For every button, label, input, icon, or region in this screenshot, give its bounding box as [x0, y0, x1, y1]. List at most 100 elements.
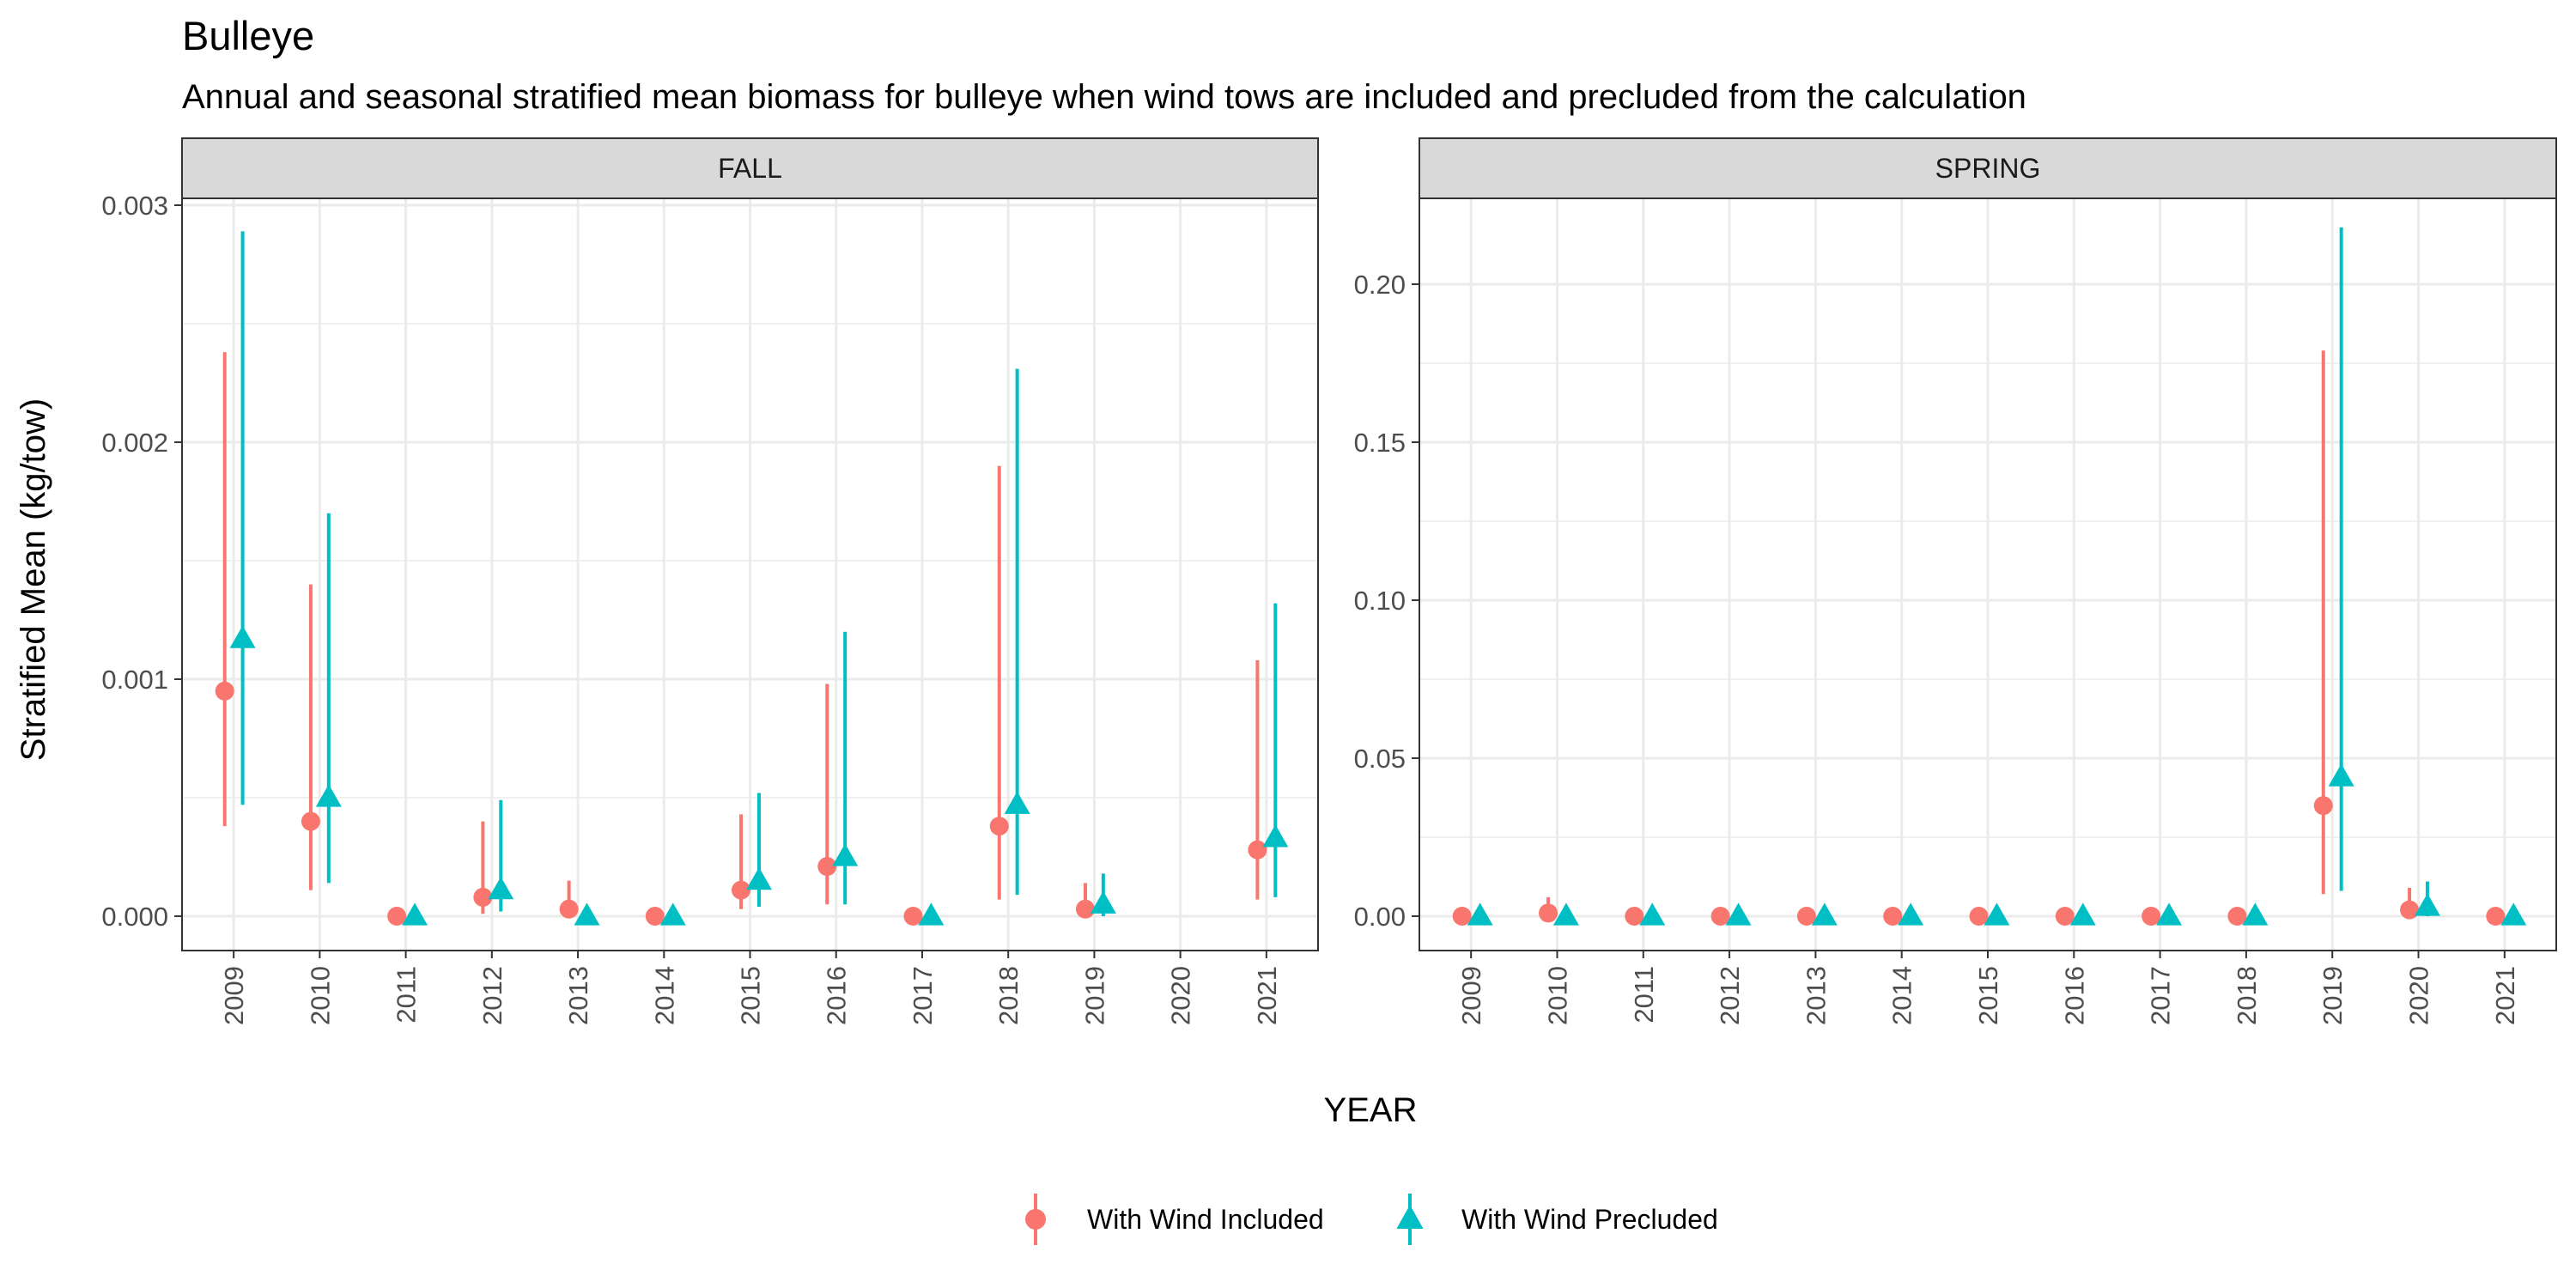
point-precluded [1639, 902, 1666, 926]
point-included [1075, 899, 1095, 919]
point-precluded [1004, 791, 1030, 814]
chart-subtitle: Annual and seasonal stratified mean biom… [182, 78, 2026, 116]
panel-border [1419, 197, 2557, 951]
strip-label: FALL [718, 153, 782, 184]
x-tick-label: 2018 [993, 966, 1024, 1025]
point-included [817, 857, 837, 877]
point-included [1969, 907, 1989, 926]
legend-label: With Wind Included [1087, 1204, 1324, 1235]
legend: With Wind Included With Wind Precluded [1025, 1194, 1718, 1245]
x-tick-label: 2011 [1629, 966, 1659, 1024]
point-precluded [1984, 902, 2010, 926]
x-tick-label: 2017 [908, 966, 938, 1025]
panel-border [181, 197, 1319, 951]
x-tick-label: 2010 [1542, 966, 1572, 1025]
x-tick-label: 2019 [2318, 966, 2348, 1025]
point-included [1796, 907, 1816, 926]
x-tick-label: 2020 [2404, 966, 2434, 1025]
x-tick-label: 2013 [1801, 966, 1831, 1025]
legend-key-triangle [1396, 1205, 1424, 1230]
legend-label: With Wind Precluded [1461, 1204, 1718, 1235]
point-included [1625, 907, 1644, 926]
point-included [559, 899, 579, 919]
y-tick-label: 0.05 [1354, 744, 1406, 774]
point-included [1710, 907, 1730, 926]
x-tick-label: 2010 [305, 966, 335, 1025]
point-precluded [1552, 902, 1579, 926]
x-tick-label: 2019 [1079, 966, 1109, 1025]
point-precluded [315, 784, 342, 807]
point-included [2142, 907, 2161, 926]
point-precluded [2414, 893, 2440, 916]
legend-item-precluded: With Wind Precluded [1396, 1194, 1718, 1245]
point-included [387, 907, 407, 926]
point-included [989, 817, 1009, 836]
x-tick-label: 2015 [736, 966, 766, 1025]
y-tick-label: 0.00 [1354, 902, 1406, 932]
point-included [2313, 796, 2333, 816]
point-precluded [1262, 824, 1289, 848]
point-included [732, 880, 751, 900]
x-tick-label: 2009 [1456, 966, 1486, 1025]
point-included [2227, 907, 2247, 926]
point-precluded [2500, 902, 2527, 926]
y-tick-label: 0.000 [101, 902, 168, 932]
point-included [1539, 903, 1558, 923]
point-precluded [745, 866, 772, 890]
point-precluded [2328, 763, 2354, 787]
x-tick-label: 2015 [1973, 966, 2003, 1025]
x-tick-label: 2016 [822, 966, 852, 1025]
point-precluded [488, 877, 514, 900]
point-precluded [2069, 902, 2096, 926]
point-included [1452, 907, 1472, 926]
point-included [903, 907, 923, 926]
point-precluded [229, 625, 256, 648]
point-included [1248, 840, 1267, 860]
x-tick-label: 2014 [1887, 966, 1917, 1025]
x-tick-label: 2012 [1715, 966, 1745, 1025]
legend-key-circle [1025, 1209, 1046, 1230]
x-tick-label: 2011 [392, 966, 422, 1024]
point-included [2055, 907, 2075, 926]
point-precluded [1811, 902, 1838, 926]
panel-spring: SPRING 0.00 0.05 0.10 0.15 0.20 2009 2010 2011 20… [1354, 137, 2557, 1025]
point-precluded [1090, 890, 1116, 914]
panel-fall: FALL 0.000 0.001 0.002 0.003 2009 2010 2011 2012… [101, 137, 1319, 1025]
strip-background [1419, 137, 2557, 199]
point-precluded [659, 902, 686, 926]
point-precluded [918, 902, 945, 926]
y-tick-label: 0.001 [101, 665, 168, 695]
point-precluded [832, 843, 859, 866]
x-tick-label: 2018 [2232, 966, 2262, 1025]
legend-item-included: With Wind Included [1025, 1194, 1324, 1245]
panels: FALL 0.000 0.001 0.002 0.003 2009 2010 2011 2012… [101, 137, 2557, 1025]
x-tick-label: 2014 [649, 966, 679, 1025]
point-included [215, 681, 234, 701]
x-tick-label: 2012 [477, 966, 507, 1025]
x-tick-label: 2017 [2146, 966, 2176, 1025]
point-included [645, 907, 665, 926]
x-tick-label: 2013 [563, 966, 593, 1025]
y-axis-title: Stratified Mean (kg/tow) [15, 398, 52, 761]
chart-title: Bulleye [182, 13, 314, 58]
point-precluded [2156, 902, 2183, 926]
y-tick-label: 0.003 [101, 191, 168, 221]
x-tick-label: 2016 [2059, 966, 2089, 1025]
point-precluded [1467, 902, 1493, 926]
strip-background [181, 137, 1319, 199]
point-precluded [402, 902, 428, 926]
point-included [301, 811, 320, 831]
y-tick-label: 0.15 [1354, 428, 1406, 458]
x-axis-title: YEAR [1324, 1091, 1418, 1129]
y-tick-label: 0.10 [1354, 586, 1406, 616]
point-precluded [574, 902, 600, 926]
point-precluded [1898, 902, 1924, 926]
x-tick-label: 2009 [219, 966, 249, 1025]
point-included [2486, 907, 2506, 926]
point-included [2400, 900, 2420, 920]
point-precluded [2242, 902, 2269, 926]
x-tick-label: 2021 [1252, 966, 1282, 1025]
y-tick-label: 0.20 [1354, 270, 1406, 300]
point-included [473, 887, 493, 907]
